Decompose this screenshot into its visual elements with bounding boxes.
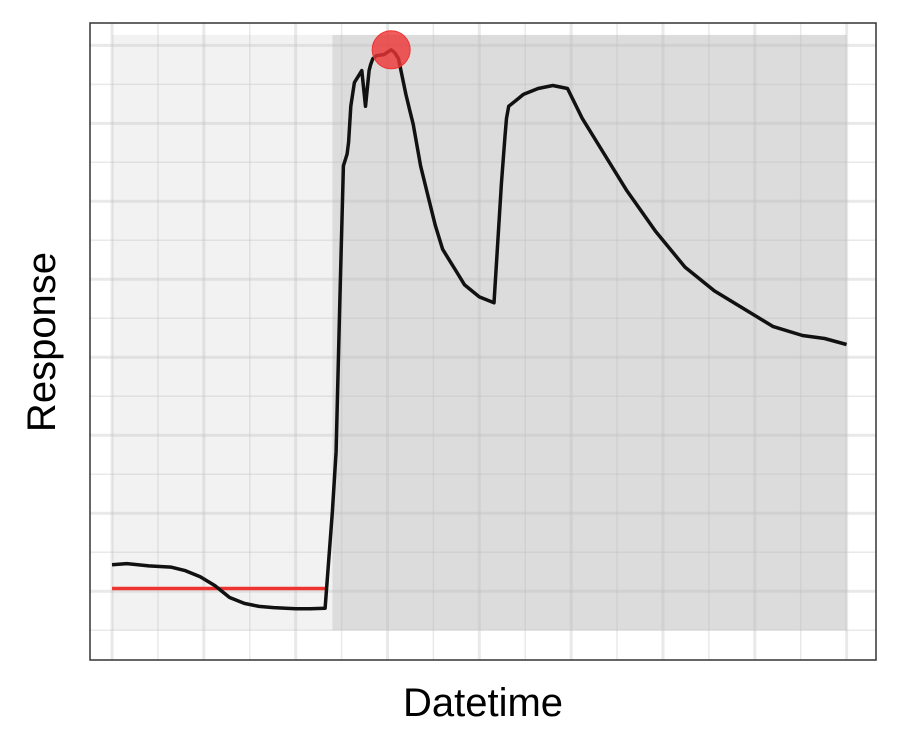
plot-panel-border bbox=[89, 22, 877, 661]
shaded-region-1 bbox=[112, 34, 333, 631]
x-axis-title: Datetime bbox=[403, 681, 563, 725]
peak-marker bbox=[371, 30, 411, 70]
shaded-region-2 bbox=[332, 34, 847, 631]
grid-lines bbox=[90, 23, 876, 660]
shaded-regions bbox=[112, 34, 847, 631]
y-axis-title: Response bbox=[20, 252, 64, 432]
